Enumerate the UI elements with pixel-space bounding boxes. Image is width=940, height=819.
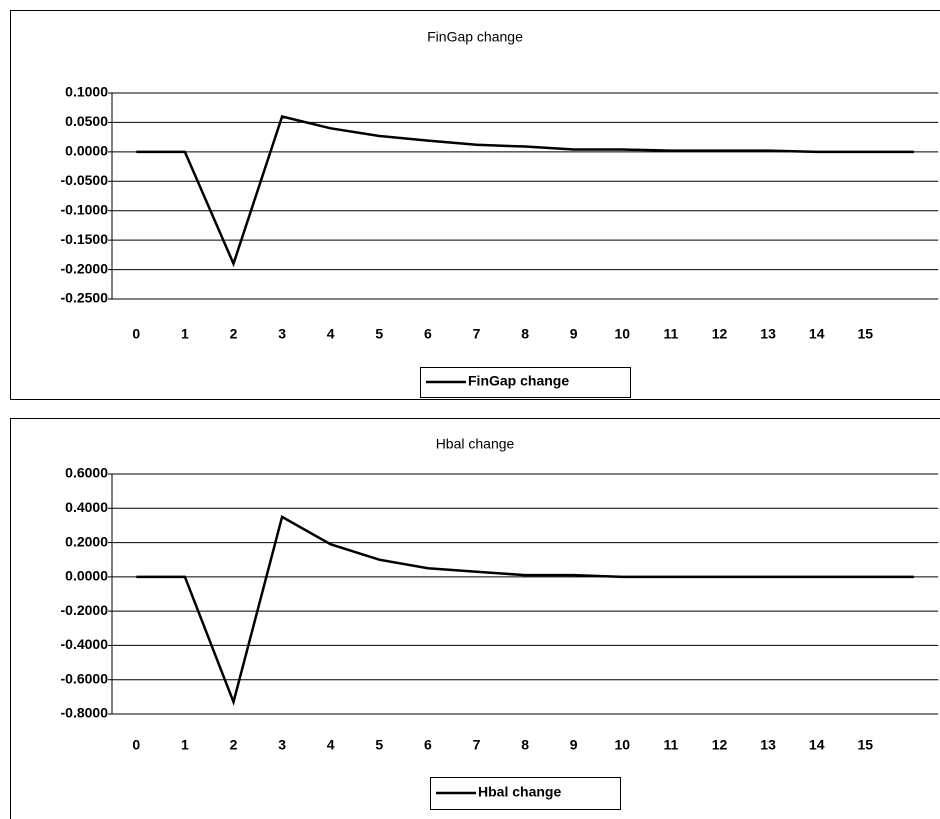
- y-tick-label: -0.2000: [61, 602, 109, 618]
- x-tick-label: 5: [375, 737, 383, 753]
- y-tick-label: -0.2000: [61, 260, 109, 276]
- x-tick-label: 13: [760, 737, 776, 753]
- y-tick-label: -0.0500: [61, 172, 109, 188]
- x-tick-label: 11: [663, 326, 678, 342]
- y-tick-label: -0.6000: [61, 670, 109, 686]
- x-tick-label: 1: [181, 737, 189, 753]
- chart-title: Hbal change: [436, 436, 515, 452]
- y-tick-label: 0.0500: [65, 113, 108, 129]
- y-tick-label: -0.2500: [61, 290, 109, 306]
- x-tick-label: 3: [278, 326, 286, 342]
- x-tick-label: 0: [132, 326, 140, 342]
- x-tick-label: 6: [424, 737, 432, 753]
- x-tick-label: 15: [858, 737, 874, 753]
- x-tick-label: 3: [278, 737, 286, 753]
- y-tick-label: 0.2000: [65, 533, 108, 549]
- line: [136, 115, 914, 268]
- x-tick-label: 2: [230, 326, 238, 342]
- x-tick-label: 12: [712, 326, 728, 342]
- chart-title: FinGap change: [427, 29, 523, 45]
- x-tick-label: 8: [521, 737, 529, 753]
- y-tick-label: -0.4000: [61, 636, 109, 652]
- x-tick-label: 7: [473, 326, 481, 342]
- x-tick-label: 14: [809, 737, 825, 753]
- y-tick-label: 0.0000: [65, 143, 108, 159]
- y-tick-label: 0.6000: [65, 465, 108, 481]
- x-tick-label: 13: [760, 326, 776, 342]
- x-tick-label: 5: [375, 326, 383, 342]
- x-tick-label: 6: [424, 326, 432, 342]
- y-tick-label: 0.1000: [65, 84, 108, 100]
- y-tick-label: 0.4000: [65, 499, 108, 515]
- x-tick-label: 7: [473, 737, 481, 753]
- line: [136, 514, 914, 707]
- x-tick-label: 10: [615, 737, 631, 753]
- legend-label: FinGap change: [468, 373, 569, 389]
- x-tick-label: 2: [230, 737, 238, 753]
- x-tick-label: 10: [615, 326, 631, 342]
- y-tick-label: -0.1000: [61, 201, 109, 217]
- x-tick-label: 15: [858, 326, 874, 342]
- legend-label: Hbal change: [478, 784, 561, 800]
- x-tick-label: 1: [181, 326, 189, 342]
- x-tick-label: 11: [663, 737, 678, 753]
- x-tick-label: 9: [570, 737, 578, 753]
- x-tick-label: 0: [132, 737, 140, 753]
- y-tick-label: -0.1500: [61, 231, 109, 247]
- x-tick-label: 14: [809, 326, 825, 342]
- chart-frame: [10, 418, 940, 819]
- x-tick-label: 8: [521, 326, 529, 342]
- chart-frame: [10, 10, 940, 400]
- x-tick-label: 4: [327, 737, 335, 753]
- y-tick-label: 0.0000: [65, 568, 108, 584]
- x-tick-label: 9: [570, 326, 578, 342]
- x-tick-label: 12: [712, 737, 728, 753]
- y-tick-label: -0.8000: [61, 705, 109, 721]
- x-tick-label: 4: [327, 326, 335, 342]
